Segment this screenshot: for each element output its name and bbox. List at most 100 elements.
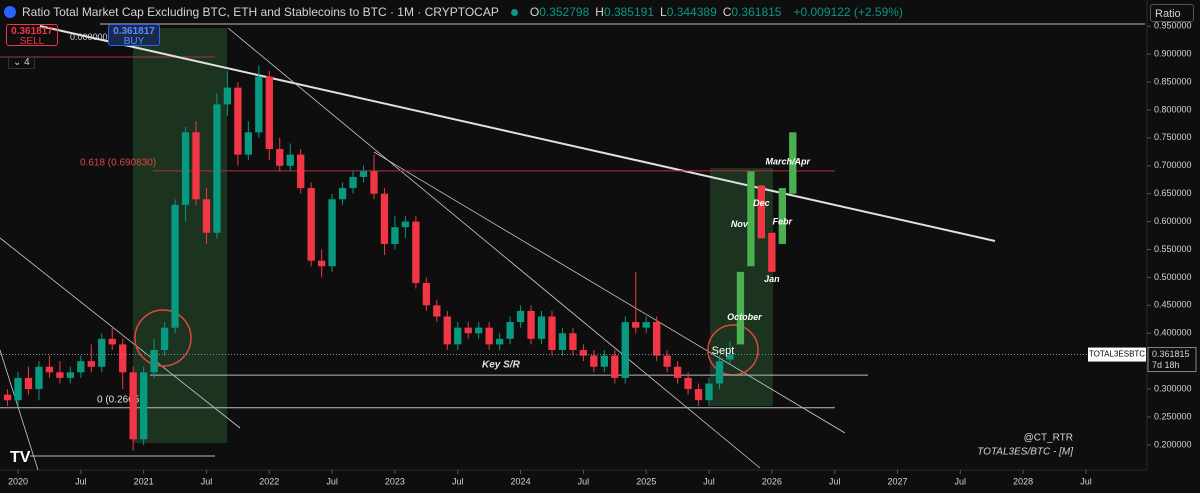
candle-body	[202, 199, 211, 233]
annotation: Sept	[712, 345, 735, 357]
projection-label: Nov	[731, 219, 749, 229]
candle-body	[171, 204, 179, 328]
candle-body	[181, 132, 190, 205]
candle-body	[338, 188, 347, 200]
candle-body	[213, 104, 221, 233]
candle-body	[401, 221, 410, 228]
candle-body	[380, 193, 389, 244]
candle-body	[276, 149, 284, 166]
x-tick-label: 2023	[385, 476, 405, 486]
last-price-label: 0.361815	[1152, 349, 1190, 359]
projection-bar	[757, 185, 766, 239]
candle-body	[579, 349, 588, 356]
trendline	[0, 349, 39, 471]
trendline	[0, 237, 241, 429]
candle-body	[286, 154, 294, 166]
candle-body	[422, 283, 431, 306]
candle-body	[234, 87, 242, 155]
price-badge	[1147, 347, 1197, 373]
sell-button[interactable]: 0.361817 SELL	[6, 24, 58, 47]
candle-body	[569, 333, 577, 350]
level-label: 0.618 (0.690830)	[80, 158, 156, 169]
candle-body	[56, 372, 64, 378]
candle-body	[129, 372, 137, 440]
candle-body	[632, 322, 640, 328]
ohlc-item: O0.352798	[530, 5, 589, 19]
candle-body	[663, 355, 671, 367]
candle-body	[611, 355, 619, 378]
trendline	[373, 151, 846, 434]
highlight-circle	[134, 309, 192, 367]
x-tick-label: Jul	[955, 476, 967, 486]
y-tick-label: 0.750000	[1154, 132, 1192, 142]
candle-body	[516, 310, 525, 323]
candle-body	[673, 366, 682, 378]
ohlc-value: 0.385191	[603, 5, 654, 19]
scale-button[interactable]: Ratio	[1150, 4, 1194, 22]
y-tick-label: 0.400000	[1154, 328, 1192, 338]
candle-body	[160, 327, 169, 350]
y-tick-label: 0.700000	[1154, 160, 1192, 170]
candle-body	[66, 372, 75, 378]
ohlc-legend: O0.352798 H0.385191 L0.344389 C0.361815	[530, 5, 788, 19]
candle-body	[464, 327, 472, 334]
candle-body	[548, 316, 556, 350]
x-tick-label: Jul	[452, 476, 464, 486]
candle-body	[359, 171, 368, 177]
symbol-badge	[1088, 347, 1146, 362]
candle-body	[328, 199, 336, 267]
candle-body	[454, 327, 462, 345]
projection-bar	[736, 271, 745, 345]
projection-label: October	[727, 312, 762, 322]
buy-label: BUY	[123, 36, 145, 47]
x-tick-label: Jul	[703, 476, 715, 486]
projection-bar	[789, 132, 797, 194]
candle-body	[506, 322, 514, 339]
symbol-icon	[4, 6, 16, 18]
highlight-zone	[133, 28, 227, 443]
candle-body	[150, 349, 158, 373]
x-tick-label: Jul	[578, 476, 590, 486]
candle-body	[192, 132, 200, 200]
candle-body	[391, 227, 399, 244]
y-tick-label: 0.500000	[1154, 272, 1192, 282]
candle-body	[317, 260, 326, 267]
y-tick-label: 0.550000	[1154, 244, 1192, 254]
indicator-count: 4	[24, 57, 30, 68]
candle-body	[475, 327, 483, 334]
ohlc-key: L	[660, 5, 667, 19]
level-label: 0 (0.2665	[97, 394, 140, 405]
candle-body	[621, 322, 629, 378]
spread: 0.000000	[70, 32, 108, 42]
symbol-label: TOTAL3ESBTC	[1089, 350, 1145, 359]
projection-label: Febr	[773, 216, 793, 226]
y-tick-label: 0.600000	[1154, 216, 1192, 226]
buy-button[interactable]: 0.361817 BUY	[108, 24, 160, 47]
candle-body	[307, 188, 315, 261]
logo: TV	[10, 449, 31, 466]
candle-body	[412, 221, 420, 284]
candle-body	[705, 383, 713, 401]
candle-body	[297, 154, 305, 189]
indicator-toggle[interactable]: ⌄ 4	[8, 56, 35, 69]
projection-label: Dec	[753, 198, 770, 208]
projection-label: March/Apr	[766, 157, 811, 167]
ohlc-item: L0.344389	[660, 5, 717, 19]
ohlc-key: H	[595, 5, 604, 19]
watermark: TOTAL3ES/BTC - [M]	[977, 447, 1073, 458]
candle-body	[24, 377, 33, 390]
y-tick-label: 0.950000	[1154, 21, 1192, 31]
projection-bar	[778, 188, 786, 244]
x-tick-label: 2022	[259, 476, 279, 486]
candle-body	[715, 361, 724, 384]
x-tick-label: 2021	[134, 476, 154, 486]
x-tick-label: 2020	[8, 476, 28, 486]
y-tick-label: 0.450000	[1154, 300, 1192, 310]
trendline	[39, 25, 996, 242]
x-tick-label: Jul	[829, 476, 841, 486]
candle-body	[600, 355, 608, 367]
candle-body	[558, 333, 567, 350]
candle-body	[726, 354, 734, 360]
